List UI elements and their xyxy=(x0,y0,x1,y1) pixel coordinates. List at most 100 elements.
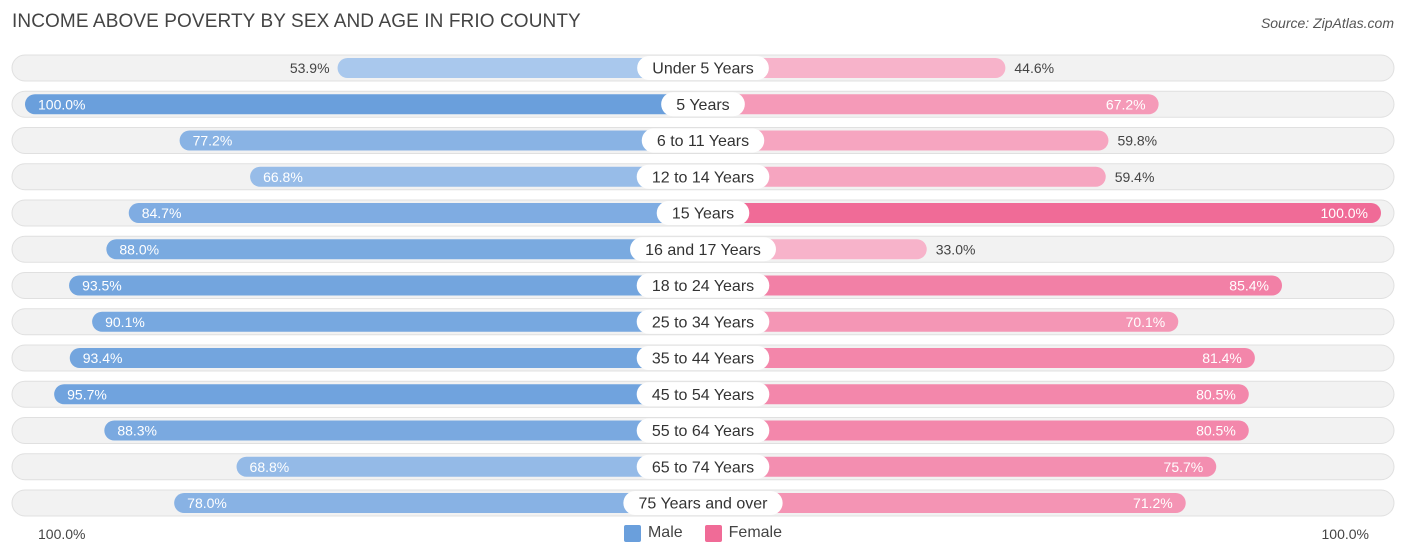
male-value-label: 77.2% xyxy=(193,133,233,149)
legend: Male Female xyxy=(0,524,1406,542)
female-value-label: 85.4% xyxy=(1229,278,1269,294)
female-bar xyxy=(703,130,1109,151)
source-label: Source: ZipAtlas.com xyxy=(1260,15,1394,31)
category-label: 25 to 34 Years xyxy=(652,314,754,331)
male-value-label: 88.3% xyxy=(117,423,157,439)
female-bar xyxy=(703,311,1179,332)
male-value-label: 93.5% xyxy=(82,278,122,294)
female-bar xyxy=(703,384,1249,405)
category-label: 55 to 64 Years xyxy=(652,423,754,440)
female-bar xyxy=(703,493,1186,513)
chart-row: 15 Years 84.7% 100.0% xyxy=(11,199,1395,227)
female-value-label: 80.5% xyxy=(1196,386,1236,402)
legend-item-male[interactable]: Male xyxy=(623,524,683,542)
female-value-label: 70.1% xyxy=(1126,314,1166,330)
category-label-bg xyxy=(636,454,770,479)
chart-row: 25 to 34 Years 90.1% 70.1% xyxy=(11,308,1395,336)
male-bar xyxy=(250,166,703,187)
female-value-label: 59.8% xyxy=(1117,133,1157,149)
chart-row: 55 to 64 Years 88.3% 80.5% xyxy=(11,417,1395,444)
chart-row: 12 to 14 Years 66.8% 59.4% xyxy=(11,163,1395,191)
female-bar xyxy=(703,348,1255,368)
category-label-bg xyxy=(636,382,770,407)
female-value-label: 71.2% xyxy=(1133,495,1173,511)
category-label-bg xyxy=(623,491,783,515)
category-label: 12 to 14 Years xyxy=(652,169,754,186)
chart-row: 16 and 17 Years 88.0% 33.0% xyxy=(11,235,1395,263)
legend-label-male: Male xyxy=(647,524,683,541)
female-bar xyxy=(703,420,1249,441)
male-bar xyxy=(92,311,703,332)
male-value-label: 84.7% xyxy=(142,205,182,221)
category-label-bg xyxy=(636,164,770,189)
male-bar xyxy=(174,493,703,513)
category-label-bg xyxy=(636,418,770,443)
chart-title: INCOME ABOVE POVERTY BY SEX AND AGE IN F… xyxy=(12,11,581,32)
axis-left-label: 100.0% xyxy=(38,526,86,542)
male-bar xyxy=(25,94,703,115)
female-bar xyxy=(703,456,1217,477)
male-bar xyxy=(337,58,703,78)
male-swatch xyxy=(623,524,641,542)
legend-item-female[interactable]: Female xyxy=(704,524,783,542)
axis-right-label: 100.0% xyxy=(1321,526,1369,542)
female-value-label: 67.2% xyxy=(1106,96,1146,112)
male-bar xyxy=(106,239,704,260)
male-bar xyxy=(128,203,703,223)
male-bar xyxy=(104,420,704,441)
female-bar xyxy=(703,275,1283,296)
category-label: 45 to 54 Years xyxy=(652,387,754,404)
female-bar xyxy=(703,203,1381,223)
chart-row: 5 Years 100.0% 67.2% xyxy=(11,90,1395,118)
male-bar xyxy=(179,130,704,151)
chart-row: 6 to 11 Years 77.2% 59.8% xyxy=(11,127,1395,154)
female-value-label: 100.0% xyxy=(1321,205,1368,221)
male-value-label: 88.0% xyxy=(119,241,159,257)
chart-row: 75 Years and over 78.0% 71.2% xyxy=(11,489,1395,517)
category-label-bg xyxy=(636,346,770,370)
female-value-label: 80.5% xyxy=(1196,423,1236,439)
category-label: 65 to 74 Years xyxy=(652,459,754,476)
category-label-bg xyxy=(661,92,745,117)
female-swatch xyxy=(704,524,722,542)
chart-row: 45 to 54 Years 95.7% 80.5% xyxy=(11,380,1395,408)
female-bar xyxy=(703,166,1106,187)
male-value-label: 93.4% xyxy=(83,350,123,366)
category-label-bg xyxy=(641,128,765,153)
female-bar xyxy=(703,58,1006,78)
male-value-label: 78.0% xyxy=(187,495,227,511)
chart-row: Under 5 Years 53.9% 44.6% xyxy=(11,54,1395,82)
chart-row: 65 to 74 Years 68.8% 75.7% xyxy=(11,453,1395,481)
male-value-label: 68.8% xyxy=(250,459,290,475)
category-label-bg xyxy=(656,201,750,225)
male-value-label: 53.9% xyxy=(290,60,330,76)
male-value-label: 90.1% xyxy=(105,314,145,330)
male-bar xyxy=(69,348,704,368)
category-label: 16 and 17 Years xyxy=(645,242,761,259)
category-label: 75 Years and over xyxy=(639,496,769,513)
female-value-label: 75.7% xyxy=(1164,459,1204,475)
category-label-bg xyxy=(636,309,770,334)
category-label: 15 Years xyxy=(672,206,734,223)
male-bar xyxy=(54,384,704,405)
legend-label-female: Female xyxy=(728,524,783,541)
category-label: 5 Years xyxy=(676,97,729,114)
male-bar xyxy=(69,275,703,296)
category-label: 35 to 44 Years xyxy=(652,351,754,368)
male-value-label: 66.8% xyxy=(263,169,303,185)
female-value-label: 33.0% xyxy=(936,241,976,257)
chart-row: 18 to 24 Years 93.5% 85.4% xyxy=(11,272,1395,299)
category-label: 6 to 11 Years xyxy=(657,133,749,150)
female-bar xyxy=(703,94,1159,115)
male-value-label: 100.0% xyxy=(38,96,85,112)
chart-row: 35 to 44 Years 93.4% 81.4% xyxy=(11,344,1395,372)
category-label-bg xyxy=(630,237,776,262)
female-value-label: 44.6% xyxy=(1014,60,1054,76)
category-label-bg xyxy=(637,56,769,80)
female-value-label: 59.4% xyxy=(1115,169,1155,185)
category-label: Under 5 Years xyxy=(652,61,753,78)
male-bar xyxy=(236,456,703,477)
category-label: 18 to 24 Years xyxy=(652,278,754,295)
female-value-label: 81.4% xyxy=(1202,350,1242,366)
